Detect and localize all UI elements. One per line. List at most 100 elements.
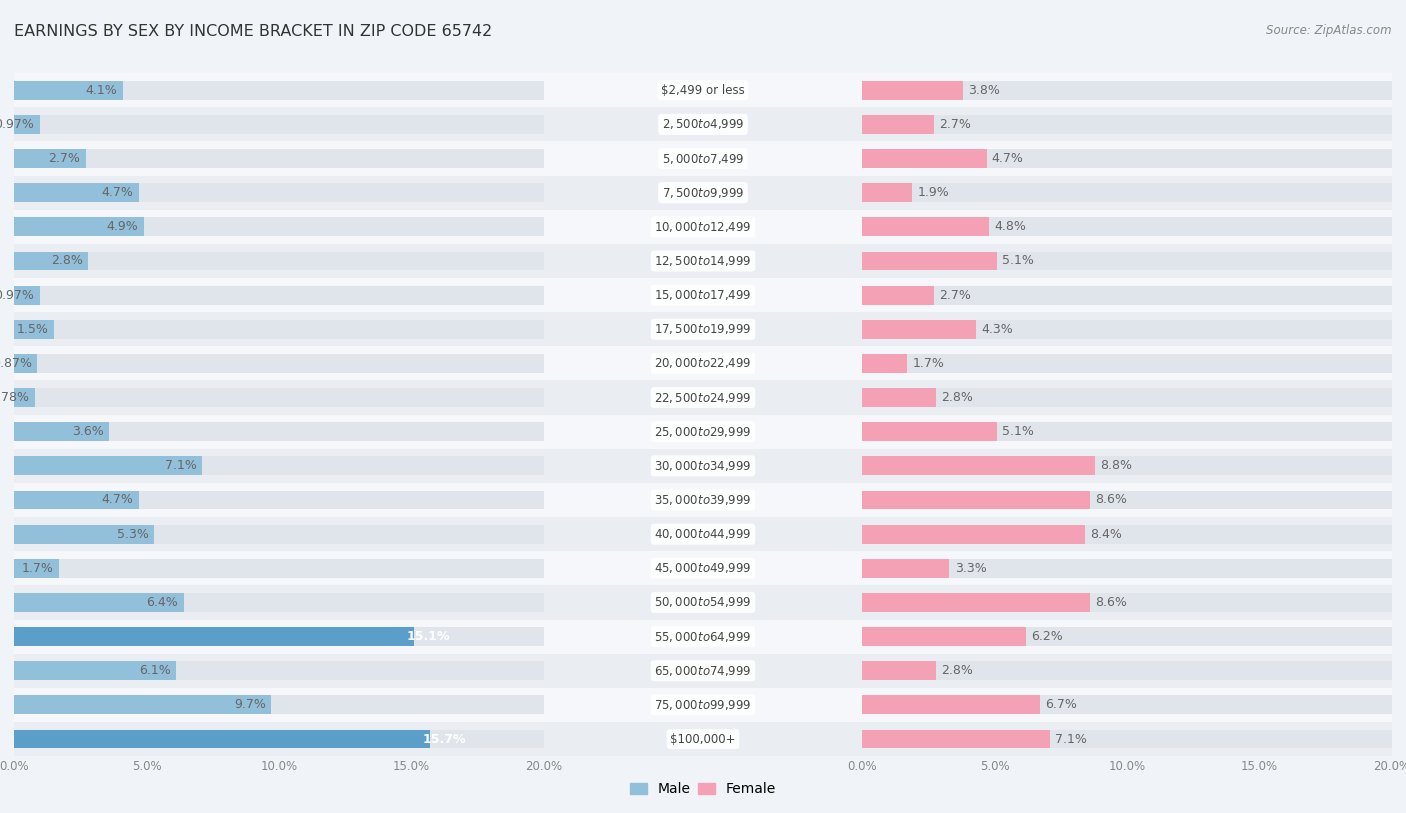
Bar xyxy=(14,620,544,654)
Bar xyxy=(862,729,1050,749)
Text: 7.1%: 7.1% xyxy=(165,459,197,472)
Bar xyxy=(862,183,1392,202)
Text: 4.3%: 4.3% xyxy=(981,323,1012,336)
Text: 0.97%: 0.97% xyxy=(0,289,35,302)
Bar xyxy=(544,244,862,278)
Bar xyxy=(862,456,1392,476)
Bar xyxy=(14,251,89,271)
Bar xyxy=(14,80,122,100)
Bar xyxy=(14,285,544,305)
Bar xyxy=(862,210,1392,244)
Bar xyxy=(862,593,1392,612)
Bar xyxy=(862,285,1392,305)
Text: $12,500 to $14,999: $12,500 to $14,999 xyxy=(654,254,752,268)
Bar xyxy=(862,483,1392,517)
Bar xyxy=(862,524,1084,544)
Text: 5.1%: 5.1% xyxy=(1002,254,1035,267)
Text: $40,000 to $44,999: $40,000 to $44,999 xyxy=(654,527,752,541)
Text: 3.8%: 3.8% xyxy=(967,84,1000,97)
Text: 4.1%: 4.1% xyxy=(86,84,118,97)
Bar xyxy=(862,312,1392,346)
Bar xyxy=(544,517,862,551)
Text: 2.7%: 2.7% xyxy=(939,118,970,131)
Bar xyxy=(862,244,1392,278)
Text: EARNINGS BY SEX BY INCOME BRACKET IN ZIP CODE 65742: EARNINGS BY SEX BY INCOME BRACKET IN ZIP… xyxy=(14,24,492,39)
Bar xyxy=(14,729,544,749)
Bar xyxy=(14,585,544,620)
Bar xyxy=(862,729,1392,749)
Text: 6.4%: 6.4% xyxy=(146,596,179,609)
Text: 4.8%: 4.8% xyxy=(994,220,1026,233)
Bar xyxy=(544,346,862,380)
Bar xyxy=(862,149,987,168)
Text: $10,000 to $12,499: $10,000 to $12,499 xyxy=(654,220,752,234)
Text: $50,000 to $54,999: $50,000 to $54,999 xyxy=(654,595,752,610)
Bar xyxy=(14,285,39,305)
Bar xyxy=(14,80,544,100)
Text: 0.87%: 0.87% xyxy=(0,357,32,370)
Bar xyxy=(862,449,1392,483)
Bar xyxy=(544,176,862,210)
Bar xyxy=(862,490,1392,510)
Bar xyxy=(862,346,1392,380)
Bar xyxy=(862,354,907,373)
Text: 15.7%: 15.7% xyxy=(422,733,465,746)
Bar xyxy=(14,688,544,722)
Bar xyxy=(862,688,1392,722)
Legend: Male, Female: Male, Female xyxy=(624,777,782,802)
Bar xyxy=(14,517,544,551)
Bar xyxy=(14,559,544,578)
Bar xyxy=(862,73,1392,107)
Bar xyxy=(862,141,1392,176)
Text: 4.7%: 4.7% xyxy=(101,493,134,506)
Text: $45,000 to $49,999: $45,000 to $49,999 xyxy=(654,561,752,576)
Text: $17,500 to $19,999: $17,500 to $19,999 xyxy=(654,322,752,337)
Text: $35,000 to $39,999: $35,000 to $39,999 xyxy=(654,493,752,507)
Bar xyxy=(14,456,202,476)
Bar xyxy=(544,380,862,415)
Bar xyxy=(544,415,862,449)
Text: 2.8%: 2.8% xyxy=(942,664,973,677)
Text: 8.6%: 8.6% xyxy=(1095,493,1128,506)
Text: $2,500 to $4,999: $2,500 to $4,999 xyxy=(662,117,744,132)
Text: 4.7%: 4.7% xyxy=(101,186,134,199)
Text: 3.3%: 3.3% xyxy=(955,562,987,575)
Bar xyxy=(14,183,139,202)
Text: $75,000 to $99,999: $75,000 to $99,999 xyxy=(654,698,752,712)
Bar xyxy=(14,593,184,612)
Bar xyxy=(862,388,1392,407)
Bar xyxy=(544,654,862,688)
Bar xyxy=(862,627,1392,646)
Bar xyxy=(14,73,544,107)
Bar xyxy=(14,695,271,715)
Bar xyxy=(14,388,35,407)
Bar xyxy=(862,285,934,305)
Text: 9.7%: 9.7% xyxy=(233,698,266,711)
Bar xyxy=(544,73,862,107)
Bar xyxy=(862,661,1392,680)
Bar xyxy=(14,627,415,646)
Bar xyxy=(862,217,990,237)
Bar xyxy=(14,661,544,680)
Text: 2.8%: 2.8% xyxy=(942,391,973,404)
Bar xyxy=(14,217,544,237)
Bar xyxy=(862,80,1392,100)
Text: $25,000 to $29,999: $25,000 to $29,999 xyxy=(654,424,752,439)
Bar xyxy=(544,551,862,585)
Text: 5.3%: 5.3% xyxy=(117,528,149,541)
Text: $30,000 to $34,999: $30,000 to $34,999 xyxy=(654,459,752,473)
Text: 6.7%: 6.7% xyxy=(1045,698,1077,711)
Bar xyxy=(862,415,1392,449)
Bar xyxy=(862,149,1392,168)
Bar xyxy=(14,729,430,749)
Bar xyxy=(14,422,110,441)
Text: 1.9%: 1.9% xyxy=(918,186,949,199)
Bar xyxy=(862,490,1090,510)
Bar xyxy=(544,620,862,654)
Bar xyxy=(862,593,1090,612)
Bar xyxy=(14,251,544,271)
Bar xyxy=(14,354,37,373)
Bar xyxy=(862,695,1392,715)
Bar xyxy=(544,107,862,141)
Bar xyxy=(14,559,59,578)
